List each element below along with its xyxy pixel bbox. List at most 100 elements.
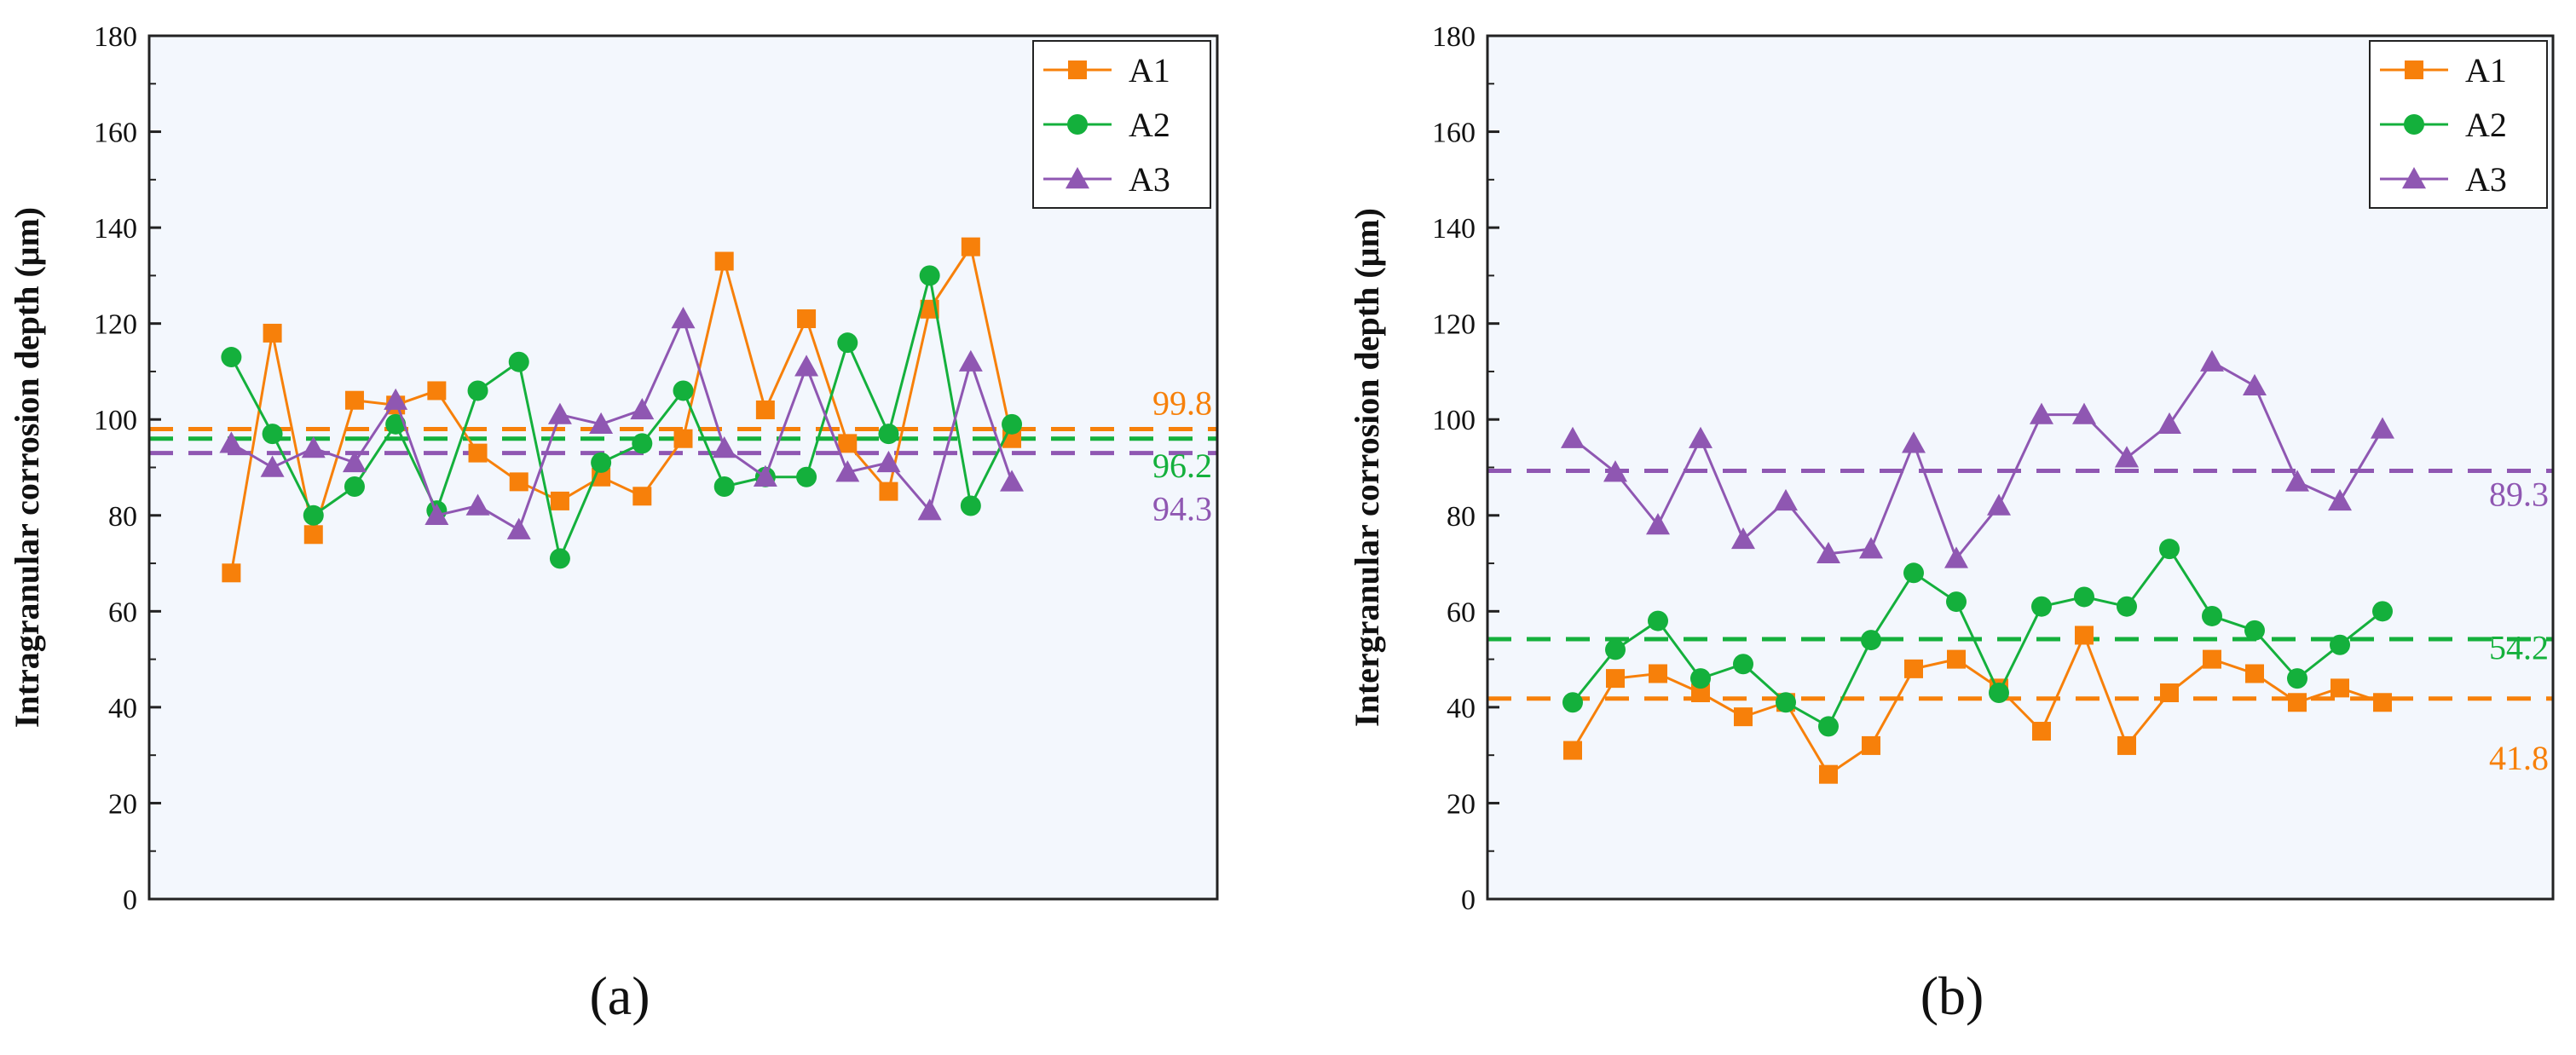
data-point-a1 — [1691, 683, 1710, 703]
data-point-a1 — [263, 323, 282, 343]
data-point-a3 — [2328, 488, 2352, 511]
data-point-a1 — [2160, 683, 2179, 703]
data-point-a2 — [221, 347, 242, 368]
y-tick-label: 80 — [108, 501, 137, 533]
legend-marker-a1 — [2405, 61, 2423, 79]
data-point-a2 — [2159, 539, 2180, 560]
data-point-a3 — [1987, 493, 2011, 516]
data-point-a2 — [960, 495, 981, 516]
data-point-a1 — [714, 251, 734, 271]
legend-label-a2: A2 — [1129, 106, 1170, 144]
data-point-a1 — [1947, 649, 1966, 669]
data-point-a3 — [1561, 426, 1585, 448]
data-point-a3 — [630, 397, 655, 420]
data-point-a2 — [878, 424, 899, 445]
data-point-a3 — [753, 464, 777, 487]
data-point-a3 — [2371, 417, 2394, 439]
chart-panel-b: 89.3 54.2 41.8 0 20 40 60 80 100 120 140 160 180 Inte… — [1348, 21, 2555, 1026]
data-point-a2 — [2372, 601, 2393, 622]
data-point-a3 — [465, 493, 490, 516]
legend-marker-a3 — [2402, 167, 2426, 189]
data-point-a1 — [961, 237, 980, 257]
data-point-a3 — [958, 349, 983, 372]
y-tick-label: 120 — [94, 309, 137, 341]
data-point-a3 — [835, 460, 860, 482]
data-point-a1 — [2075, 626, 2094, 645]
data-point-a2 — [1946, 591, 1967, 613]
data-point-a2 — [1989, 683, 2009, 704]
data-point-a1 — [303, 525, 323, 545]
data-point-a3 — [506, 517, 531, 539]
data-point-a1 — [550, 491, 569, 510]
data-point-a2 — [837, 332, 858, 354]
mean-label-a2: 54.2 — [2489, 629, 2549, 667]
data-point-a2 — [2031, 596, 2052, 617]
y-tick-label: 100 — [94, 405, 137, 436]
legend-label-a2: A2 — [2465, 106, 2507, 144]
legend-marker-a1 — [1068, 61, 1087, 79]
data-point-a3 — [1689, 426, 1713, 448]
data-point-a3 — [425, 503, 449, 525]
data-point-a3 — [219, 431, 244, 453]
data-point-a2 — [344, 476, 365, 498]
series-line-a2 — [230, 275, 1014, 563]
legend-label-a3: A3 — [2465, 160, 2507, 199]
data-point-a3 — [1816, 541, 1840, 563]
y-axis-label: Intragranular corrosion depth (μm) — [8, 207, 46, 728]
legend-label-a3: A3 — [1129, 160, 1170, 199]
y-tick-label: 120 — [1432, 309, 1476, 341]
mean-label-a2: 96.2 — [1152, 447, 1212, 485]
data-point-a2 — [1562, 692, 1583, 713]
data-point-a3 — [2115, 446, 2139, 468]
data-point-a2 — [1690, 668, 1711, 689]
y-axis-label: Intergranular corrosion depth (μm) — [1348, 208, 1386, 727]
data-point-a3 — [794, 355, 819, 377]
data-point-a3 — [2072, 402, 2096, 424]
data-point-a2 — [632, 433, 653, 454]
data-point-a3 — [2285, 470, 2309, 492]
data-point-a1 — [2245, 664, 2264, 683]
data-point-a3 — [2200, 349, 2224, 372]
data-point-a1 — [2373, 693, 2392, 712]
y-tick-label: 0 — [123, 885, 137, 916]
data-point-a2 — [2117, 596, 2137, 617]
legend-label-a1: A1 — [1129, 51, 1170, 89]
legend: A1 A2 A3 — [2369, 40, 2548, 209]
mean-label-a3: 89.3 — [2489, 476, 2549, 514]
data-point-a2 — [2202, 605, 2222, 626]
panel-label: (b) — [1920, 966, 1984, 1026]
data-point-a2 — [2244, 620, 2265, 641]
data-point-a1 — [1649, 664, 1667, 683]
data-point-a3 — [589, 412, 614, 435]
data-point-a2 — [508, 351, 529, 372]
data-point-a3 — [671, 307, 696, 329]
y-tick-label: 100 — [1432, 405, 1476, 436]
data-point-a3 — [1774, 488, 1798, 511]
data-point-a2 — [713, 476, 735, 498]
data-point-a2 — [1903, 562, 1924, 584]
series-line-a3 — [1572, 360, 2384, 562]
data-point-a1 — [2203, 649, 2221, 669]
y-tick-label: 20 — [1447, 788, 1476, 820]
y-tick-label: 180 — [94, 21, 137, 53]
data-point-a1 — [1862, 735, 1880, 755]
data-point-a2 — [1605, 639, 1626, 660]
data-point-a3 — [1859, 537, 1883, 559]
data-point-a1 — [755, 400, 775, 419]
data-point-a2 — [303, 504, 324, 526]
mean-label-a3: 94.3 — [1152, 489, 1212, 528]
data-point-a3 — [1731, 527, 1755, 550]
data-point-a2 — [919, 265, 940, 286]
data-point-a3 — [384, 388, 408, 410]
legend-marker-a2 — [1067, 114, 1088, 135]
data-point-a3 — [547, 402, 572, 424]
data-point-a1 — [2288, 693, 2307, 712]
y-tick-label: 60 — [1447, 597, 1476, 628]
data-point-a2 — [591, 452, 612, 473]
data-point-a3 — [712, 435, 736, 458]
data-point-a3 — [342, 450, 367, 473]
data-point-a2 — [1002, 413, 1023, 435]
y-tick-label: 20 — [108, 788, 137, 820]
legend-marker-a3 — [1066, 167, 1089, 189]
